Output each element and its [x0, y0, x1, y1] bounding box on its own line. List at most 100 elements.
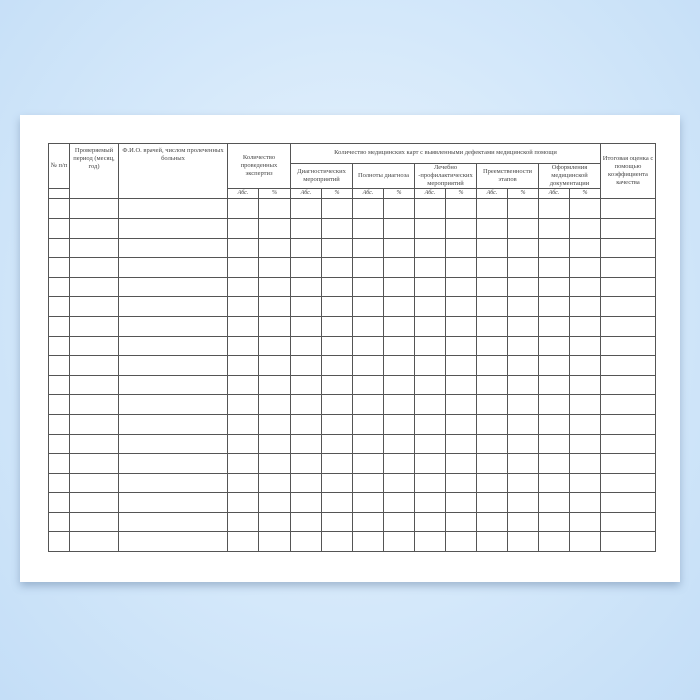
table-cell[interactable] [227, 394, 259, 415]
table-cell[interactable] [414, 296, 446, 317]
table-cell[interactable] [48, 198, 70, 219]
table-cell[interactable] [383, 217, 415, 239]
table-cell[interactable] [258, 433, 291, 455]
table-cell[interactable] [69, 315, 119, 337]
table-cell[interactable] [321, 433, 353, 455]
table-cell[interactable] [69, 453, 119, 474]
table-cell[interactable] [476, 237, 508, 259]
table-cell[interactable] [48, 335, 70, 357]
table-cell[interactable] [383, 413, 415, 435]
table-cell[interactable] [118, 355, 228, 376]
table-cell[interactable] [383, 472, 415, 494]
table-cell[interactable] [69, 198, 119, 219]
table-cell[interactable] [569, 374, 601, 396]
table-cell[interactable] [538, 413, 570, 435]
table-cell[interactable] [290, 374, 322, 396]
table-cell[interactable] [258, 335, 291, 357]
table-cell[interactable] [476, 257, 508, 278]
table-cell[interactable] [118, 198, 228, 219]
table-cell[interactable] [48, 453, 70, 474]
table-cell[interactable] [118, 276, 228, 298]
table-cell[interactable] [69, 511, 119, 533]
table-cell[interactable] [69, 355, 119, 376]
table-cell[interactable] [507, 433, 539, 455]
table-cell[interactable] [48, 237, 70, 259]
table-cell[interactable] [48, 531, 70, 553]
table-cell[interactable] [445, 492, 477, 513]
table-cell[interactable] [476, 394, 508, 415]
table-cell[interactable] [569, 394, 601, 415]
table-cell[interactable] [507, 413, 539, 435]
table-cell[interactable] [227, 374, 259, 396]
table-cell[interactable] [48, 511, 70, 533]
table-cell[interactable] [476, 355, 508, 376]
table-cell[interactable] [290, 472, 322, 494]
table-cell[interactable] [352, 355, 384, 376]
table-cell[interactable] [118, 472, 228, 494]
table-cell[interactable] [118, 492, 228, 513]
table-cell[interactable] [321, 296, 353, 317]
table-cell[interactable] [290, 394, 322, 415]
table-cell[interactable] [258, 394, 291, 415]
table-cell[interactable] [290, 237, 322, 259]
table-cell[interactable] [507, 355, 539, 376]
table-cell[interactable] [538, 531, 570, 553]
table-cell[interactable] [569, 257, 601, 278]
table-cell[interactable] [569, 453, 601, 474]
table-cell[interactable] [445, 374, 477, 396]
table-cell[interactable] [538, 217, 570, 239]
table-cell[interactable] [69, 257, 119, 278]
table-cell[interactable] [538, 374, 570, 396]
table-cell[interactable] [383, 315, 415, 337]
table-cell[interactable] [227, 472, 259, 494]
table-cell[interactable] [352, 296, 384, 317]
table-cell[interactable] [600, 492, 656, 513]
table-cell[interactable] [538, 257, 570, 278]
table-cell[interactable] [69, 413, 119, 435]
table-cell[interactable] [445, 315, 477, 337]
table-cell[interactable] [414, 511, 446, 533]
table-cell[interactable] [321, 511, 353, 533]
table-cell[interactable] [445, 335, 477, 357]
table-cell[interactable] [258, 492, 291, 513]
table-cell[interactable] [258, 198, 291, 219]
table-cell[interactable] [445, 355, 477, 376]
table-cell[interactable] [352, 472, 384, 494]
table-cell[interactable] [600, 257, 656, 278]
table-cell[interactable] [227, 315, 259, 337]
table-cell[interactable] [69, 531, 119, 553]
table-cell[interactable] [600, 511, 656, 533]
table-cell[interactable] [538, 296, 570, 317]
table-cell[interactable] [383, 276, 415, 298]
table-cell[interactable] [352, 217, 384, 239]
table-cell[interactable] [321, 217, 353, 239]
table-cell[interactable] [352, 531, 384, 553]
table-cell[interactable] [414, 472, 446, 494]
table-cell[interactable] [69, 433, 119, 455]
table-cell[interactable] [414, 531, 446, 553]
table-cell[interactable] [569, 198, 601, 219]
table-cell[interactable] [569, 492, 601, 513]
table-cell[interactable] [414, 413, 446, 435]
table-cell[interactable] [383, 257, 415, 278]
table-cell[interactable] [383, 453, 415, 474]
table-cell[interactable] [69, 374, 119, 396]
table-cell[interactable] [383, 492, 415, 513]
table-cell[interactable] [258, 276, 291, 298]
table-cell[interactable] [321, 355, 353, 376]
table-cell[interactable] [414, 217, 446, 239]
table-cell[interactable] [538, 433, 570, 455]
table-cell[interactable] [507, 237, 539, 259]
table-cell[interactable] [321, 237, 353, 259]
table-cell[interactable] [600, 374, 656, 396]
table-cell[interactable] [48, 472, 70, 494]
table-cell[interactable] [569, 511, 601, 533]
table-cell[interactable] [476, 472, 508, 494]
table-cell[interactable] [48, 433, 70, 455]
table-cell[interactable] [352, 433, 384, 455]
table-cell[interactable] [258, 296, 291, 317]
table-cell[interactable] [569, 335, 601, 357]
table-cell[interactable] [538, 492, 570, 513]
table-cell[interactable] [476, 492, 508, 513]
table-cell[interactable] [476, 335, 508, 357]
